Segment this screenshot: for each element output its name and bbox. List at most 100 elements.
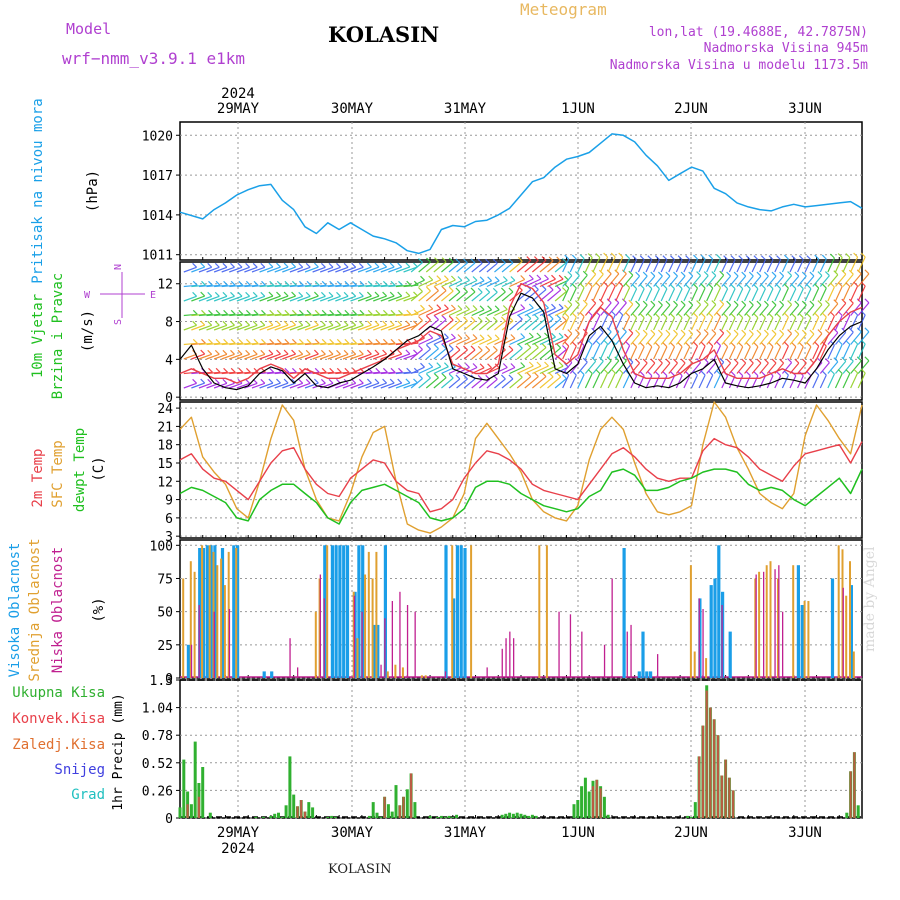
wind-barb-head bbox=[726, 329, 732, 335]
precip-bar-total bbox=[307, 802, 311, 818]
wind-barb bbox=[577, 303, 588, 316]
wind-barb bbox=[183, 371, 198, 375]
wind-barb bbox=[827, 315, 835, 331]
wind-barb bbox=[554, 308, 569, 317]
wind-barb bbox=[198, 284, 213, 288]
wind-barb bbox=[675, 362, 686, 374]
cloud-bar-high bbox=[849, 585, 853, 678]
precip-bar-conv bbox=[296, 806, 299, 818]
wind-barb bbox=[509, 376, 523, 389]
wind-barb bbox=[607, 302, 620, 316]
precip-bar-total bbox=[292, 794, 296, 818]
wind-barb-head bbox=[336, 349, 341, 355]
wind-barb-head bbox=[366, 262, 372, 268]
wind-barb bbox=[486, 378, 498, 389]
wind-barb-head bbox=[528, 332, 534, 338]
cloud-bar-mid bbox=[538, 545, 541, 678]
wind-barb-head bbox=[806, 284, 812, 290]
wind-barb bbox=[774, 333, 785, 345]
wind-barb-head bbox=[222, 291, 228, 297]
wind-barb bbox=[630, 346, 638, 360]
wind-barb bbox=[569, 374, 577, 389]
wind-barb bbox=[759, 333, 769, 345]
wind-barb bbox=[335, 324, 349, 331]
wind-barb bbox=[766, 375, 774, 389]
wind-barb-head bbox=[693, 254, 698, 260]
wind-barb-head bbox=[618, 252, 624, 258]
precip-bar-total bbox=[189, 804, 193, 818]
wind-barb bbox=[319, 266, 334, 273]
wind-barb bbox=[691, 362, 702, 374]
wind-barb bbox=[736, 346, 744, 360]
precip-bar-conv bbox=[701, 725, 704, 818]
wind-barb bbox=[319, 353, 334, 360]
cloud-bar-mid bbox=[235, 548, 238, 678]
wind-barb-head bbox=[298, 280, 304, 286]
wind-barb-head bbox=[223, 280, 229, 286]
wind-barb-head bbox=[245, 291, 251, 297]
wind-barb-head bbox=[639, 371, 645, 377]
wind-barb-head bbox=[745, 342, 751, 348]
wind-barb bbox=[327, 313, 342, 317]
wind-barb bbox=[244, 342, 259, 346]
y-tick-label: 6 bbox=[165, 512, 173, 527]
precip-bar-total bbox=[686, 815, 690, 818]
wind-barb-head bbox=[639, 342, 645, 348]
wind-barb bbox=[244, 324, 258, 331]
precip-bar-total bbox=[508, 812, 512, 818]
wind-barb-head bbox=[455, 316, 461, 322]
wind-barb bbox=[691, 304, 702, 316]
cloud-bar-low bbox=[763, 571, 765, 678]
wind-barb-head bbox=[798, 313, 804, 319]
wind-barb-head bbox=[817, 329, 823, 335]
wind-barb bbox=[744, 346, 751, 360]
wind-barb bbox=[766, 304, 777, 316]
wind-barb bbox=[183, 313, 198, 317]
wind-barb bbox=[312, 295, 326, 302]
wind-barb-head bbox=[798, 255, 804, 261]
wind-barb-head bbox=[502, 305, 508, 310]
wind-barb bbox=[494, 308, 508, 317]
wind-barb-head bbox=[200, 262, 206, 268]
wind-barb-head bbox=[723, 255, 729, 261]
wind-barb bbox=[494, 291, 506, 302]
cloud-bar-high bbox=[800, 605, 804, 678]
cloud-bar-mid bbox=[420, 675, 423, 678]
wind-barb bbox=[690, 258, 699, 273]
wind-barb bbox=[766, 333, 777, 345]
wind-barb bbox=[471, 262, 483, 273]
wind-barb bbox=[350, 342, 365, 346]
wind-barb bbox=[706, 362, 717, 374]
wind-barb-head bbox=[305, 291, 311, 297]
wind-barb-head bbox=[245, 338, 251, 344]
cloud-bar-high bbox=[201, 548, 206, 678]
wind-barb bbox=[289, 266, 303, 273]
wind-barb-head bbox=[635, 329, 641, 335]
wind-barb-head bbox=[548, 314, 554, 320]
wind-barb-head bbox=[579, 370, 585, 376]
wind-barb bbox=[448, 308, 463, 317]
wind-barb-head bbox=[610, 281, 616, 287]
wind-barb-head bbox=[632, 255, 638, 261]
wind-barb bbox=[736, 333, 747, 345]
wind-barb-head bbox=[313, 349, 319, 355]
wind-barb-head bbox=[662, 342, 668, 348]
wind-barb bbox=[683, 259, 691, 273]
wind-barb bbox=[395, 313, 411, 317]
wind-barb bbox=[706, 275, 717, 287]
wind-barb-head bbox=[426, 315, 431, 321]
wind-barb-head bbox=[291, 320, 297, 326]
wind-barb-head bbox=[845, 311, 851, 316]
precip-bar-total bbox=[254, 816, 258, 818]
wind-barb bbox=[759, 275, 769, 287]
wind-barb-head bbox=[441, 286, 447, 292]
wind-barb bbox=[229, 324, 243, 331]
wind-barb-head bbox=[680, 271, 686, 277]
wind-barb-head bbox=[200, 349, 206, 355]
wind-barb bbox=[819, 316, 827, 331]
meteogram-label: Meteogram bbox=[520, 0, 607, 19]
wind-barb-head bbox=[771, 300, 777, 306]
wind-barb bbox=[441, 290, 454, 302]
precip-bar-total bbox=[519, 813, 523, 818]
wind-barb-head bbox=[598, 356, 604, 362]
